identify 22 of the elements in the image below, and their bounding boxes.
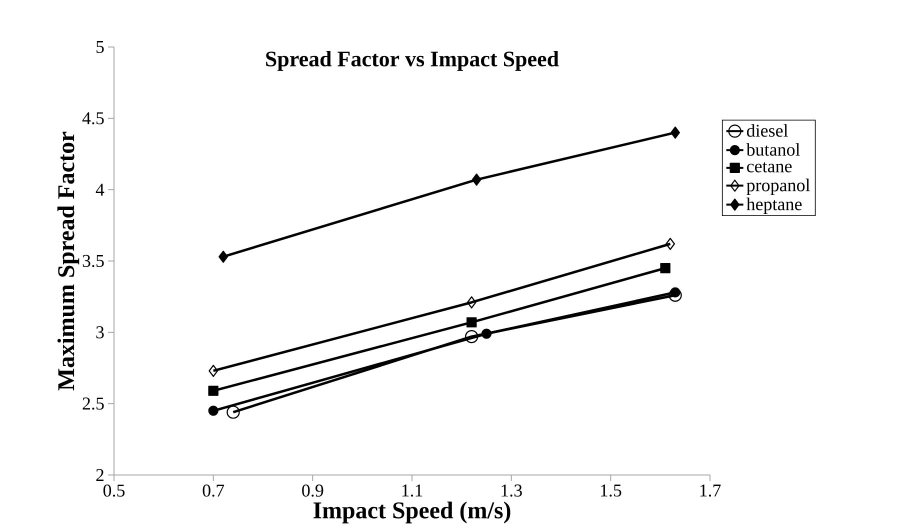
y-tick-label: 5	[96, 41, 104, 53]
legend-label: cetane	[747, 162, 792, 172]
legend-label: diesel	[746, 124, 788, 137]
x-tick-label: 1.3	[502, 484, 522, 497]
y-tick-label: 3.5	[82, 254, 104, 268]
x-tick-label: 0.9	[302, 484, 324, 497]
y-tick-label: 4	[96, 184, 104, 196]
y-tick-label: 2.5	[82, 398, 104, 410]
x-tick-label: 0.5	[103, 484, 125, 497]
x-tick-label: 1.1	[402, 484, 422, 497]
y-axis-title: Maximum Spread Factor	[57, 132, 80, 390]
x-tick-label: 0.7	[202, 484, 224, 497]
legend-label: heptane	[746, 198, 802, 214]
chart-title: Spread Factor vs Impact Speed	[266, 50, 559, 71]
x-axis-title: Impact Speed (m/s)	[313, 502, 510, 524]
x-tick-label: 1.7	[700, 484, 721, 497]
x-tick-label: 1.5	[601, 484, 622, 497]
legend-label: butanol	[746, 143, 800, 156]
y-tick-label: 2	[96, 469, 104, 481]
y-tick-label: 4.5	[82, 112, 104, 124]
legend-label: propanol	[746, 178, 810, 195]
y-tick-label: 3	[96, 326, 104, 338]
